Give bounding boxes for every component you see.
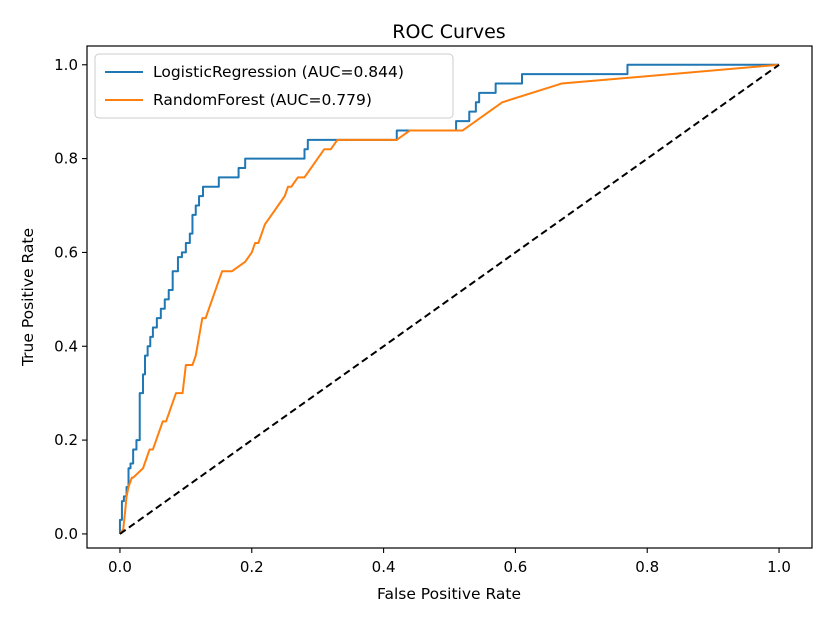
legend-label: LogisticRegression (AUC=0.844) [153, 63, 404, 81]
x-tick-label: 0.6 [503, 558, 527, 576]
y-axis-label: True Positive Rate [19, 228, 37, 367]
y-tick-label: 1.0 [54, 56, 78, 74]
y-tick-label: 0.8 [54, 150, 78, 168]
legend-box [94, 53, 454, 119]
x-tick-label: 0.0 [108, 558, 132, 576]
x-axis-label: False Positive Rate [377, 585, 521, 603]
x-tick-label: 0.8 [635, 558, 659, 576]
x-tick-label: 0.4 [372, 558, 396, 576]
chance-diagonal-line [119, 63, 780, 535]
chart-title: ROC Curves [392, 21, 505, 43]
y-tick-label: 0.2 [54, 431, 78, 449]
series-line-1 [119, 63, 780, 535]
series-line-0 [118, 63, 780, 534]
plot-frame [86, 45, 813, 549]
x-tick-label: 1.0 [767, 558, 791, 576]
y-tick-label: 0.0 [54, 525, 78, 543]
axis-ticks: 0.0 0.2 0.4 0.6 0.8 1.0 0.0 0.2 0.4 0.6 0.8 1.0 [54, 56, 791, 576]
y-tick-label: 0.6 [54, 243, 78, 261]
y-tick-label: 0.4 [54, 337, 78, 355]
plot-area [118, 63, 780, 535]
x-tick-label: 0.2 [240, 558, 264, 576]
legend-label: RandomForest (AUC=0.779) [153, 91, 372, 109]
legend: LogisticRegression (AUC=0.844) RandomFore… [94, 53, 454, 119]
